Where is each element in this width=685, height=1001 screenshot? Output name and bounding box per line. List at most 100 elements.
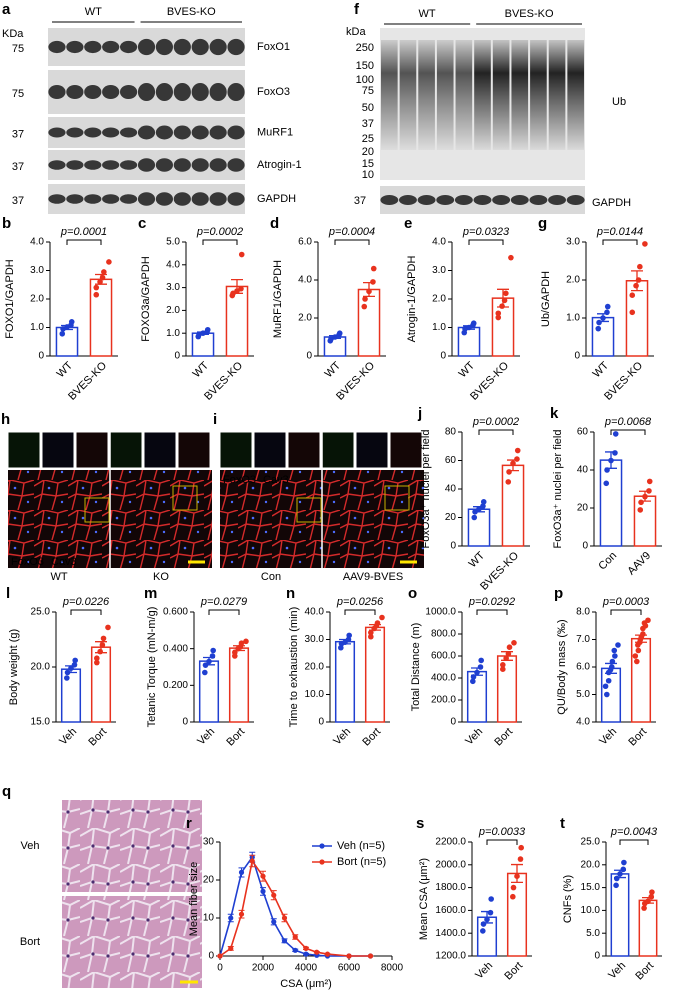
blot-band xyxy=(84,160,102,170)
mw-label: 37 xyxy=(12,161,24,173)
series-line xyxy=(219,859,371,957)
bar xyxy=(225,285,249,357)
bar xyxy=(334,640,356,723)
ub-smear xyxy=(455,40,473,150)
legend-label: Bort (n=5) xyxy=(337,856,386,868)
y-tick-label: 600.0 xyxy=(431,651,456,662)
data-point xyxy=(93,291,100,298)
y-tick-label: 3.0 xyxy=(566,237,580,248)
y-tick-label: 0 xyxy=(318,717,324,728)
blot-band xyxy=(209,82,227,102)
data-point xyxy=(100,635,107,642)
y-tick-label: 5.0 xyxy=(586,928,600,939)
channel-tile xyxy=(177,431,211,469)
data-point xyxy=(474,669,480,676)
data-point xyxy=(470,320,477,327)
data-point xyxy=(634,658,640,665)
data-point xyxy=(480,921,487,927)
data-point xyxy=(505,651,512,657)
blot-band xyxy=(102,127,120,138)
blot-band xyxy=(102,84,120,100)
data-point xyxy=(303,951,309,957)
data-point xyxy=(602,683,609,690)
y-tick-label: 20.0 xyxy=(581,859,601,870)
bar xyxy=(364,626,386,723)
stain-label: Cav3 xyxy=(51,556,77,568)
blot-band xyxy=(399,195,417,205)
mw-label: 25 xyxy=(362,133,374,145)
data-point xyxy=(480,928,486,934)
data-point xyxy=(500,666,506,672)
data-point xyxy=(506,644,513,650)
data-point xyxy=(99,642,106,648)
bar xyxy=(228,647,250,723)
data-point xyxy=(604,467,610,473)
y-tick-label: 20 xyxy=(445,512,457,523)
blot-band xyxy=(137,125,156,140)
y-tick-label: 10.0 xyxy=(305,689,325,700)
data-point xyxy=(600,315,606,321)
blot-band xyxy=(48,40,66,54)
group-label: BVES-KO xyxy=(505,8,554,20)
blot-band xyxy=(155,38,174,56)
panel-letter: h xyxy=(1,411,10,428)
p-value: p=0.0043 xyxy=(610,826,658,838)
bar xyxy=(591,316,615,357)
y-axis-label: Ub/GAPDH xyxy=(540,271,552,327)
y-tick-label: 3.0 xyxy=(166,282,180,293)
channel-tile xyxy=(321,431,355,469)
p-bracket xyxy=(610,609,642,615)
panel-letter: f xyxy=(354,1,360,18)
data-point xyxy=(514,873,520,879)
y-tick-label: 3.0 xyxy=(30,265,44,276)
y-tick-label: 30 xyxy=(203,837,215,848)
blot-band xyxy=(137,38,156,56)
y-tick-label: 15.0 xyxy=(31,717,51,728)
blot-band xyxy=(454,195,473,205)
data-point xyxy=(217,953,223,959)
channel-tile xyxy=(109,431,143,469)
bar xyxy=(357,288,381,357)
data-point xyxy=(612,450,618,456)
x-tick-label: Con xyxy=(596,550,619,573)
data-point xyxy=(105,624,111,631)
data-point xyxy=(629,292,636,299)
channel-tile xyxy=(287,431,321,469)
y-tick-label: 2.0 xyxy=(30,294,44,305)
p-value: p=0.0323 xyxy=(462,226,510,238)
zoom-box xyxy=(296,497,322,523)
channel-tile xyxy=(355,431,389,469)
blot-band xyxy=(155,158,174,172)
data-point xyxy=(370,265,377,272)
band-label: GAPDH xyxy=(592,197,631,209)
data-point xyxy=(346,953,352,959)
data-point xyxy=(596,319,602,326)
y-tick-label: 60 xyxy=(445,455,457,466)
data-point xyxy=(605,677,612,684)
p-bracket xyxy=(476,609,508,615)
data-point xyxy=(646,478,653,485)
data-point xyxy=(518,844,524,851)
y-tick-label: 0 xyxy=(182,717,188,728)
y-tick-label: 15.0 xyxy=(581,882,601,893)
data-point xyxy=(612,653,618,659)
blot-band xyxy=(227,82,245,102)
mw-label: 10 xyxy=(362,169,374,181)
data-point xyxy=(238,251,245,258)
y-tick-label: 80 xyxy=(445,427,457,438)
data-point xyxy=(510,884,517,891)
legend-label: Veh (n=5) xyxy=(337,840,385,852)
y-tick-label: 800.0 xyxy=(431,629,456,640)
condition-label: Veh xyxy=(21,840,40,852)
data-point xyxy=(629,309,636,316)
p-value: p=0.0256 xyxy=(336,596,384,608)
p-bracket xyxy=(208,609,240,615)
data-point xyxy=(508,254,514,261)
panel-letter: s xyxy=(416,815,424,832)
panel-letter: j xyxy=(417,405,422,422)
data-point xyxy=(271,919,277,925)
condition-label: WT xyxy=(50,571,67,583)
p-value: p=0.0002 xyxy=(196,226,243,238)
data-point xyxy=(64,669,71,676)
